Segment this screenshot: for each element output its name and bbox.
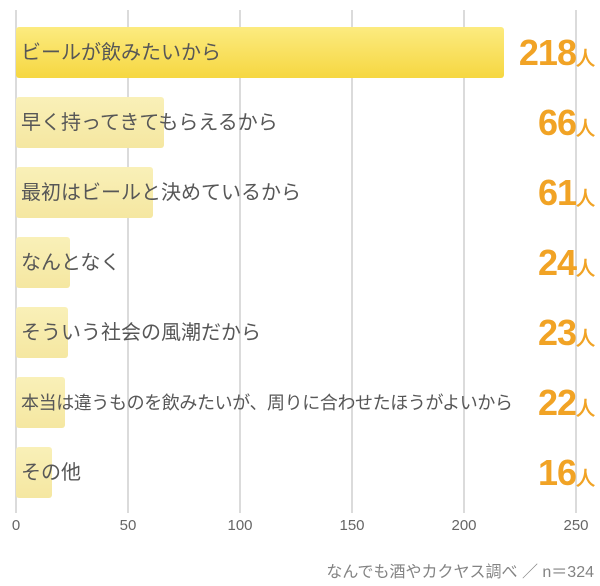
bar-label: ビールが飲みたいから	[21, 42, 221, 64]
bar-row: 最初はビールと決めているから 61 人	[0, 167, 600, 218]
bar-label: そういう社会の風潮だから	[21, 322, 261, 344]
bar-label: なんとなく	[21, 252, 121, 274]
bar	[16, 167, 153, 218]
gridline-50	[127, 10, 129, 513]
bar-value-unit: 人	[575, 48, 595, 70]
gridline-150	[351, 10, 353, 513]
bar-value-unit: 人	[575, 118, 595, 140]
bar-value-unit: 人	[575, 328, 595, 350]
gridline-200	[463, 10, 465, 513]
bar-value-unit: 人	[575, 258, 595, 280]
bar-value-number: 218	[518, 31, 577, 73]
bar-value: 218 人	[519, 27, 595, 78]
bar-value-unit: 人	[575, 188, 595, 210]
bar-row: 早く持ってきてもらえるから 66 人	[0, 97, 600, 148]
bar-value-number: 16	[537, 451, 577, 493]
bar-label: 早く持ってきてもらえるから	[21, 112, 278, 134]
bar-value: 66 人	[538, 97, 595, 148]
gridline-100	[239, 10, 241, 513]
bar-row: なんとなく 24 人	[0, 237, 600, 288]
bar-value-number: 22	[537, 381, 577, 423]
x-tick-label-250: 250	[563, 517, 589, 534]
bar-label: 本当は違うものを飲みたいが、周りに合わせたほうがよいから	[21, 393, 513, 413]
bar	[16, 307, 68, 358]
bar-row: そういう社会の風潮だから 23 人	[0, 307, 600, 358]
x-tick-label-150: 150	[339, 517, 365, 534]
bar	[16, 377, 65, 428]
gridline-250	[575, 10, 577, 513]
x-tick-label-200: 200	[451, 517, 477, 534]
bar-row: その他 16 人	[0, 447, 600, 498]
bar-value: 24 人	[538, 237, 595, 288]
x-tick-label-100: 100	[227, 517, 253, 534]
bar-value-number: 61	[537, 171, 577, 213]
bar-value-number: 23	[537, 311, 577, 353]
bar-label: その他	[21, 462, 81, 484]
bar-value-number: 66	[537, 101, 577, 143]
bar-row: 本当は違うものを飲みたいが、周りに合わせたほうがよいから 22 人	[0, 377, 600, 428]
bar-value: 16 人	[538, 447, 595, 498]
x-tick-label-0: 0	[11, 517, 21, 534]
bar	[16, 97, 164, 148]
bar-value: 23 人	[538, 307, 595, 358]
bar-row: ビールが飲みたいから 218 人	[0, 27, 600, 78]
bar-value-unit: 人	[575, 468, 595, 490]
source-note: なんでも酒やカクヤス調べ ／ n＝324	[326, 564, 594, 581]
x-tick-label-50: 50	[119, 517, 137, 534]
bar	[16, 447, 52, 498]
bar	[16, 27, 504, 78]
bar-value: 61 人	[538, 167, 595, 218]
bar-value-number: 24	[537, 241, 577, 283]
bar	[16, 237, 70, 288]
bar-value-unit: 人	[575, 398, 595, 420]
bar-value: 22 人	[538, 377, 595, 428]
bar-label: 最初はビールと決めているから	[21, 182, 301, 204]
